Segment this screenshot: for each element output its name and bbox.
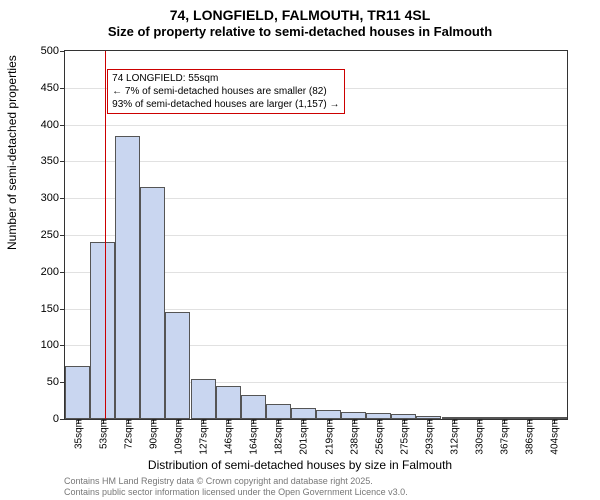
xtick-label: 256sqm: [372, 419, 385, 455]
xtick-label: 404sqm: [548, 419, 561, 455]
annotation-line1: 74 LONGFIELD: 55sqm: [112, 72, 339, 85]
xtick-label: 53sqm: [96, 419, 109, 449]
xtick-label: 312sqm: [448, 419, 461, 455]
xtick-label: 330sqm: [473, 419, 486, 455]
histogram-bar: [266, 404, 291, 419]
histogram-bar: [316, 410, 341, 419]
histogram-bar: [115, 136, 140, 419]
chart-title-line2: Size of property relative to semi-detach…: [0, 24, 600, 41]
xtick-label: 90sqm: [146, 419, 159, 449]
chart-container: 74, LONGFIELD, FALMOUTH, TR11 4SL Size o…: [0, 0, 600, 500]
ytick-label: 350: [41, 155, 65, 167]
attribution-line2: Contains public sector information licen…: [64, 487, 408, 498]
gridline: [65, 125, 567, 126]
attribution: Contains HM Land Registry data © Crown c…: [64, 476, 408, 498]
gridline: [65, 161, 567, 162]
ytick-label: 0: [53, 413, 65, 425]
ytick-label: 450: [41, 82, 65, 94]
ytick-label: 200: [41, 266, 65, 278]
ytick-label: 150: [41, 303, 65, 315]
histogram-bar: [216, 386, 241, 419]
histogram-bar: [341, 412, 366, 419]
histogram-bar: [241, 395, 266, 419]
xtick-label: 127sqm: [197, 419, 210, 455]
xtick-label: 182sqm: [272, 419, 285, 455]
y-axis-label: Number of semi-detached properties: [5, 55, 19, 250]
histogram-bar: [90, 242, 115, 419]
ytick-label: 300: [41, 192, 65, 204]
ytick-label: 100: [41, 339, 65, 351]
annotation-line3: 93% of semi-detached houses are larger (…: [112, 98, 339, 111]
attribution-line1: Contains HM Land Registry data © Crown c…: [64, 476, 408, 487]
chart-title-line1: 74, LONGFIELD, FALMOUTH, TR11 4SL: [0, 0, 600, 24]
xtick-label: 35sqm: [71, 419, 84, 449]
plot-area: 05010015020025030035040045050035sqm53sqm…: [64, 50, 568, 420]
histogram-bar: [165, 312, 190, 419]
xtick-label: 219sqm: [322, 419, 335, 455]
ytick-label: 400: [41, 119, 65, 131]
reference-line: [105, 51, 106, 419]
xtick-label: 201sqm: [297, 419, 310, 455]
x-axis-label: Distribution of semi-detached houses by …: [0, 458, 600, 472]
xtick-label: 386sqm: [523, 419, 536, 455]
ytick-label: 50: [47, 376, 65, 388]
histogram-bar: [65, 366, 90, 419]
xtick-label: 146sqm: [222, 419, 235, 455]
xtick-label: 367sqm: [498, 419, 511, 455]
annotation-box: 74 LONGFIELD: 55sqm← 7% of semi-detached…: [107, 69, 344, 114]
annotation-line2: ← 7% of semi-detached houses are smaller…: [112, 85, 339, 98]
xtick-label: 72sqm: [121, 419, 134, 449]
histogram-bar: [191, 379, 216, 419]
xtick-label: 164sqm: [247, 419, 260, 455]
histogram-bar: [291, 408, 316, 419]
ytick-label: 500: [41, 45, 65, 57]
xtick-label: 109sqm: [171, 419, 184, 455]
xtick-label: 275sqm: [397, 419, 410, 455]
xtick-label: 238sqm: [347, 419, 360, 455]
ytick-label: 250: [41, 229, 65, 241]
xtick-label: 293sqm: [422, 419, 435, 455]
histogram-bar: [140, 187, 165, 419]
